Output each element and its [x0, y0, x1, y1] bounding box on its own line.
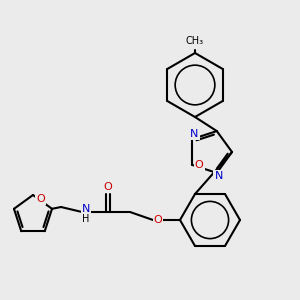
Text: O: O	[103, 182, 112, 192]
Text: O: O	[154, 215, 162, 225]
Text: O: O	[195, 160, 204, 170]
Text: H: H	[82, 214, 90, 224]
Text: CH₃: CH₃	[186, 36, 204, 46]
Text: O: O	[36, 194, 45, 204]
Text: N: N	[190, 129, 198, 139]
Text: N: N	[82, 204, 90, 214]
Text: N: N	[214, 171, 223, 181]
